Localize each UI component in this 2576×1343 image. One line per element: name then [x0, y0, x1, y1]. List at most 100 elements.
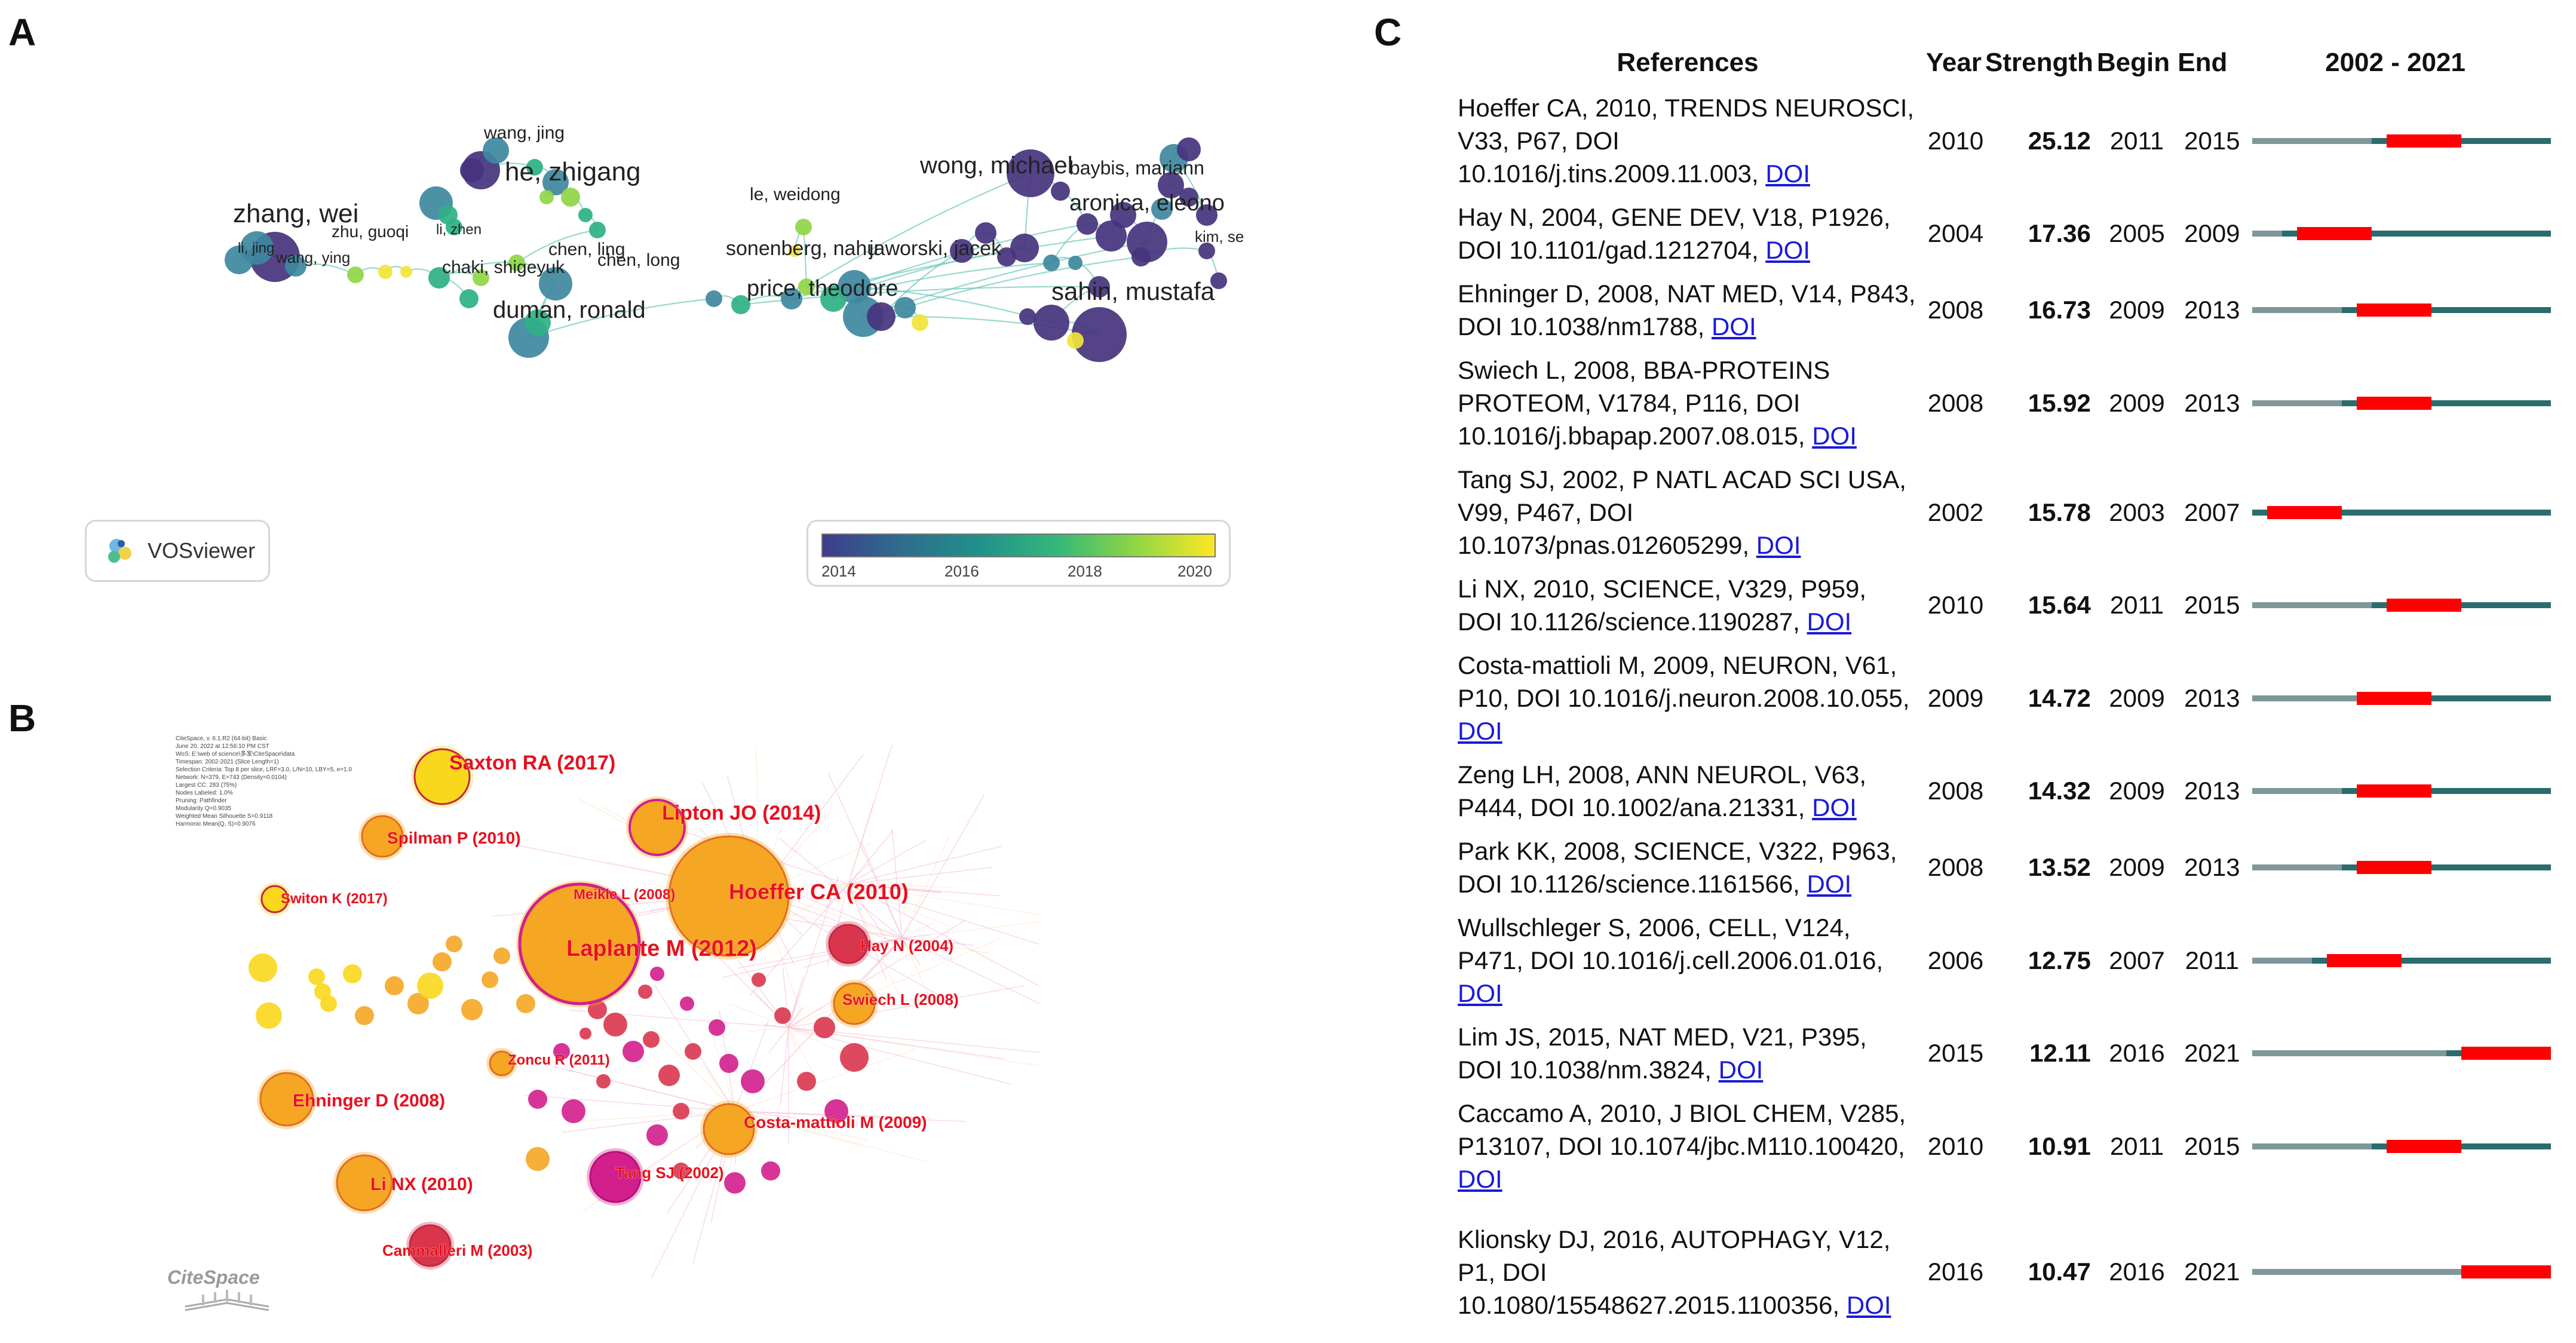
network-node [1043, 255, 1060, 271]
doi-link[interactable]: DOI [1807, 608, 1852, 636]
burst-timeline [2252, 305, 2551, 315]
burst-timeline-burst [2267, 506, 2342, 519]
year-cell: 2009 [1918, 643, 1985, 753]
strength-cell: 14.72 [1985, 643, 2097, 753]
reference-label: Lipton JO (2014) [662, 802, 821, 824]
network-node [706, 290, 722, 307]
burst-timeline [2252, 1048, 2551, 1058]
doi-link[interactable]: DOI [1812, 793, 1857, 821]
doi-link[interactable]: DOI [1756, 531, 1801, 559]
end-cell: 2013 [2177, 643, 2240, 753]
begin-cell: 2007 [2097, 906, 2177, 1015]
burst-timeline-burst [2387, 599, 2461, 612]
burst-table-row: Lim JS, 2015, NAT MED, V21, P395, DOI 10… [1458, 1015, 2551, 1091]
reference-label: Swiech L (2008) [842, 991, 959, 1008]
author-label: duman, ronald [493, 297, 646, 323]
burst-timeline-after [2431, 695, 2551, 701]
reference-label: Tang SJ (2002) [615, 1164, 724, 1182]
end-cell: 2021 [2177, 1015, 2240, 1091]
reference-cell: Hoeffer CA, 2010, TRENDS NEUROSCI, V33, … [1458, 86, 1918, 195]
burst-timeline-before [2252, 138, 2372, 144]
doi-link[interactable]: DOI [1719, 1056, 1764, 1084]
reference-text: Lim JS, 2015, NAT MED, V21, P395, DOI 10… [1458, 1023, 1867, 1084]
colorbar-tick: 2016 [944, 562, 979, 581]
cocitation-node [516, 994, 535, 1013]
cocitation-node [308, 968, 325, 985]
year-cell: 2010 [1918, 86, 1985, 195]
reference-text: Zeng LH, 2008, ANN NEUROL, V63, P444, DO… [1458, 761, 1866, 821]
end-cell: 2009 [2177, 195, 2240, 272]
reference-label: Meikle L (2008) [574, 887, 675, 903]
reference-cell: Lim JS, 2015, NAT MED, V21, P395, DOI 10… [1458, 1015, 1918, 1091]
citespace-logo-text: CiteSpace [167, 1267, 260, 1288]
header-end: End [2177, 48, 2240, 86]
doi-link[interactable]: DOI [1458, 979, 1502, 1007]
cocitation-node [724, 1172, 746, 1194]
burst-bar-cell [2240, 86, 2551, 195]
burst-table-row: Caccamo A, 2010, J BIOL CHEM, V285, P131… [1458, 1091, 2551, 1201]
cocitation-node [526, 1147, 550, 1171]
reference-cell: Li NX, 2010, SCIENCE, V329, P959, DOI 10… [1458, 567, 1918, 643]
strength-cell: 10.91 [1985, 1091, 2097, 1201]
burst-timeline [2252, 398, 2551, 408]
doi-link[interactable]: DOI [1765, 160, 1810, 188]
begin-cell: 2011 [2097, 567, 2177, 643]
cocitation-node [680, 996, 694, 1011]
begin-cell: 2016 [2097, 1015, 2177, 1091]
network-node [347, 266, 364, 283]
strength-cell: 15.78 [1985, 458, 2097, 567]
burst-timeline-burst [2387, 1140, 2461, 1153]
burst-timeline [2252, 694, 2551, 703]
network-node [867, 302, 896, 331]
network-node [561, 188, 580, 207]
year-cell: 2010 [1918, 567, 1985, 643]
burst-table-row: Klionsky DJ, 2016, AUTOPHAGY, V12, P1, D… [1458, 1201, 2551, 1343]
burst-bar-cell [2240, 1015, 2551, 1091]
doi-link[interactable]: DOI [1765, 236, 1810, 264]
burst-timeline-before [2252, 788, 2342, 794]
burst-timeline-burst [2387, 134, 2461, 148]
author-label: kim, se [1195, 228, 1244, 246]
network-node [589, 222, 606, 238]
burst-timeline-burst [2357, 784, 2431, 798]
burst-timeline-after [2342, 510, 2551, 516]
reference-text: Ehninger D, 2008, NAT MED, V14, P843, DO… [1458, 280, 1916, 341]
doi-link[interactable]: DOI [1712, 312, 1756, 341]
reference-cell: Swiech L, 2008, BBA-PROTEINS PROTEOM, V1… [1458, 348, 1918, 458]
header-strength: Strength [1985, 48, 2097, 86]
reference-text: Tang SJ, 2002, P NATL ACAD SCI USA, V99,… [1458, 465, 1906, 559]
begin-cell: 2016 [2097, 1201, 2177, 1343]
doi-link[interactable]: DOI [1458, 717, 1502, 745]
burst-timeline [2252, 136, 2551, 146]
begin-cell: 2009 [2097, 643, 2177, 753]
burst-bar-cell [2240, 829, 2551, 906]
doi-link[interactable]: DOI [1847, 1291, 1891, 1319]
burst-timeline [2252, 508, 2551, 517]
cocitation-node [774, 1007, 791, 1024]
strength-cell: 17.36 [1985, 195, 2097, 272]
doi-link[interactable]: DOI [1807, 870, 1852, 898]
reference-text: Klionsky DJ, 2016, AUTOPHAGY, V12, P1, D… [1458, 1225, 1890, 1319]
cocitation-node [256, 1002, 282, 1029]
burst-table-header: References Year Strength Begin End 2002 … [1458, 48, 2551, 86]
doi-link[interactable]: DOI [1812, 422, 1857, 450]
doi-link[interactable]: DOI [1458, 1165, 1502, 1193]
burst-timeline-published [2282, 231, 2297, 237]
end-cell: 2015 [2177, 86, 2240, 195]
author-label: wang, jing [483, 123, 565, 143]
burst-timeline [2252, 600, 2551, 610]
reference-label: Zoncu R (2011) [508, 1052, 610, 1068]
cocitation-node [709, 1019, 725, 1036]
cocitation-node [638, 985, 652, 999]
cocitation-node [603, 1013, 627, 1037]
burst-timeline-published [2446, 1050, 2461, 1056]
reference-text: Li NX, 2010, SCIENCE, V329, P959, DOI 10… [1458, 575, 1866, 636]
burst-bar-cell [2240, 272, 2551, 348]
year-cell: 2004 [1918, 195, 1985, 272]
burst-bar-cell [2240, 753, 2551, 829]
reference-cell: Park KK, 2008, SCIENCE, V322, P963, DOI … [1458, 829, 1918, 906]
strength-cell: 15.64 [1985, 567, 2097, 643]
author-label: he, zhigang [505, 157, 641, 186]
begin-cell: 2009 [2097, 348, 2177, 458]
